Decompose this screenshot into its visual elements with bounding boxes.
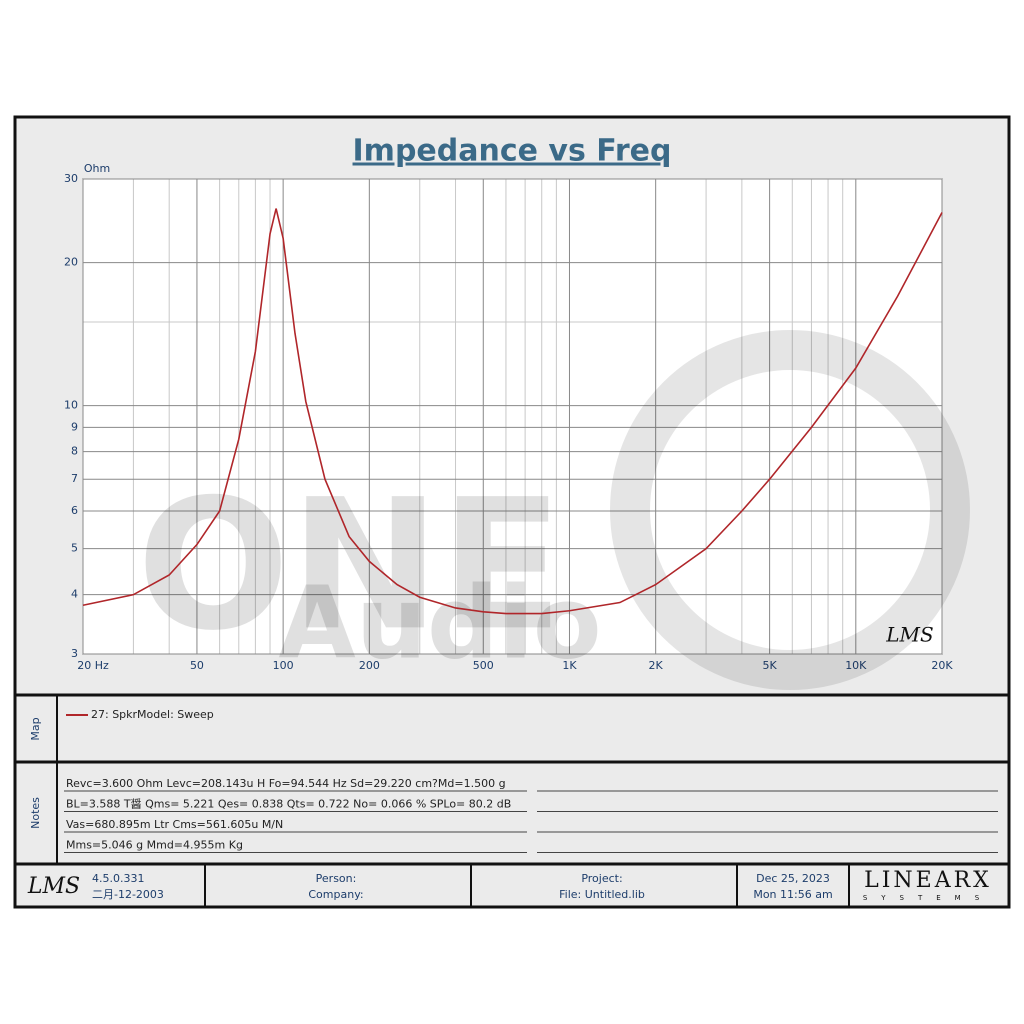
y-tick-label: 4 [71, 588, 78, 601]
company: Company: [308, 888, 363, 901]
y-tick-label: 3 [71, 647, 78, 660]
watermark: ONE [137, 461, 564, 670]
note-line: BL=3.588 T醤 Qms= 5.221 Qes= 0.838 Qts= 0… [66, 797, 511, 811]
version: 4.5.0.331 [92, 872, 144, 885]
footer-logo: LMS [27, 874, 80, 899]
y-tick-label: 8 [71, 445, 78, 458]
notes: Revc=3.600 Ohm Levc=208.143u H Fo=94.544… [64, 777, 998, 853]
plot-area [82, 178, 943, 655]
map-label: Map [29, 717, 42, 740]
file: File: Untitled.lib [559, 888, 645, 901]
y-tick-label: 30 [64, 172, 78, 185]
series-line [82, 208, 943, 615]
watermark-ring [610, 330, 970, 690]
person: Person: [316, 872, 357, 885]
project: Project: [581, 872, 622, 885]
note-line: Vas=680.895m Ltr Cms=561.605u M/N [66, 818, 283, 831]
x-tick-label: 2K [649, 659, 664, 672]
y-tick-label: 5 [71, 542, 78, 555]
notes-label: Notes [29, 797, 42, 829]
grid: 20 Hz 50 100 200 500 1K 2K 5K 10K 20K 3 4 5 6 7 8 9 10 20 3… [64, 172, 953, 672]
legend-entry: 27: SpkrModel: Sweep [91, 708, 214, 721]
x-tick-label: 50 [190, 659, 204, 672]
y-tick-label: 9 [71, 420, 78, 433]
x-tick-label: 20 Hz [77, 659, 109, 672]
x-tick-label: 1K [562, 659, 577, 672]
y-axis-label: Ohm [84, 162, 110, 175]
x-tick-label: 100 [273, 659, 294, 672]
y-tick-label: 10 [64, 399, 78, 412]
x-tick-label: 200 [359, 659, 380, 672]
chart-title: Impedance vs Freq [353, 134, 672, 169]
brand: LINEARX [864, 868, 992, 893]
plot-logo: LMS [885, 623, 933, 647]
y-tick-label: 7 [71, 472, 78, 485]
x-tick-label: 5K [763, 659, 778, 672]
note-line: Revc=3.600 Ohm Levc=208.143u H Fo=94.544… [66, 777, 506, 790]
x-tick-label: 500 [473, 659, 494, 672]
date: Dec 25, 2023 [756, 872, 830, 885]
time: Mon 11:56 am [753, 888, 832, 901]
plot [82, 208, 943, 615]
watermark: Audio [278, 564, 601, 681]
x-tick-label: 20K [931, 659, 953, 672]
note-line: Mms=5.046 g Mmd=4.955m Kg [66, 839, 243, 852]
y-tick-label: 6 [71, 504, 78, 517]
brand-sub: SYSTEMS [863, 894, 993, 902]
y-tick-label: 20 [64, 256, 78, 269]
x-tick-label: 10K [845, 659, 867, 672]
build-date: 二月-12-2003 [92, 888, 164, 901]
